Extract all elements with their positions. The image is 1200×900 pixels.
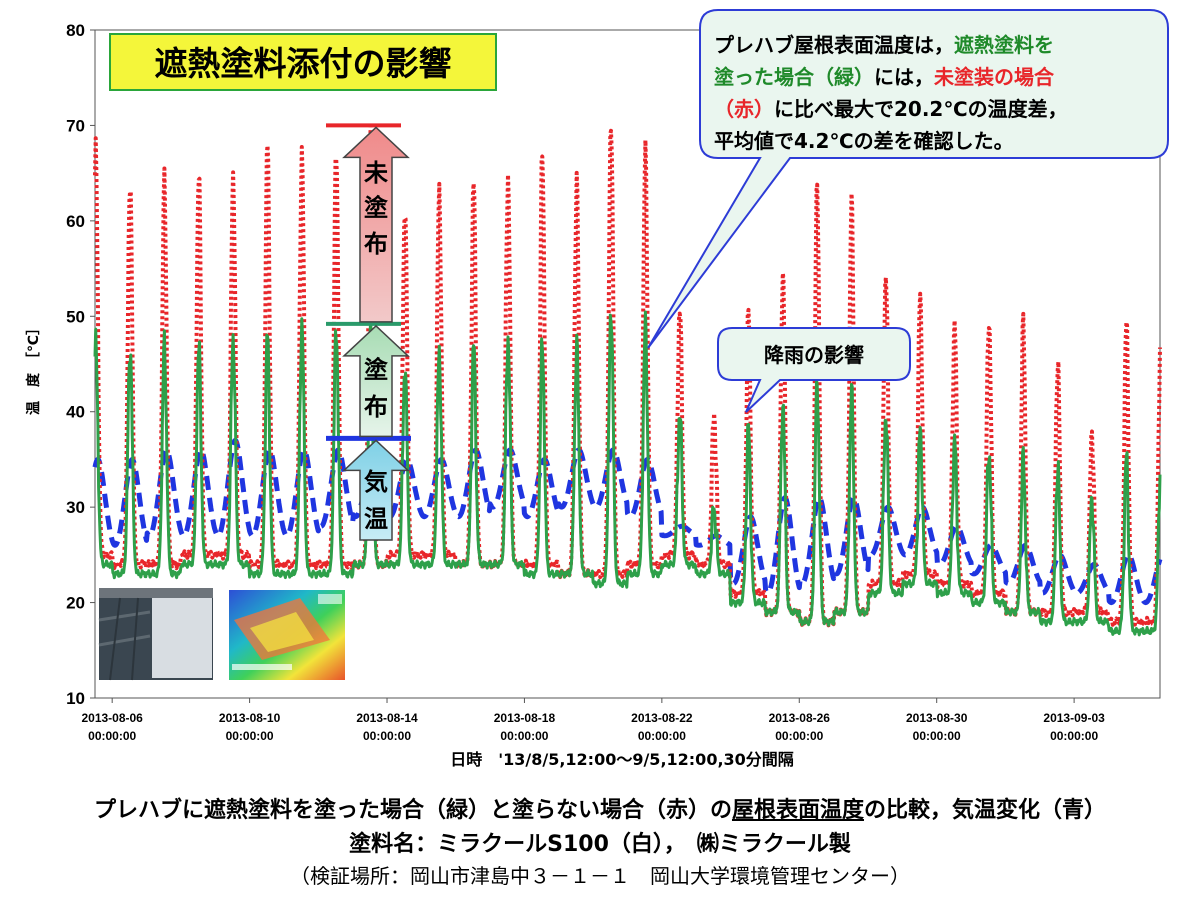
series-line-air xyxy=(92,437,1163,606)
y-tick-label: 50 xyxy=(66,307,85,326)
x-tick-time: 00:00:00 xyxy=(1050,729,1098,743)
y-tick-label: 80 xyxy=(66,21,85,40)
callout-text-3a: （赤） xyxy=(714,97,774,121)
caption-line-3: （検証場所：岡山市津島中３－１－１ 岡山大学環境管理センター） xyxy=(290,864,910,888)
series-line-treated xyxy=(93,310,1162,637)
y-axis-label: 温 度 ［℃］ xyxy=(25,321,42,415)
y-tick-label: 10 xyxy=(66,689,85,708)
caption-line-1b: 屋根表面温度 xyxy=(731,798,864,823)
x-tick-time: 00:00:00 xyxy=(500,729,548,743)
air-arrow xyxy=(342,439,410,541)
untreated-arrow xyxy=(342,126,410,323)
y-tick-label: 40 xyxy=(66,403,85,422)
arrow-label-air-1: 気 xyxy=(364,468,388,496)
x-tick-time: 00:00:00 xyxy=(638,729,686,743)
arrow-label-treated-2: 布 xyxy=(364,393,388,421)
x-tick-time: 00:00:00 xyxy=(226,729,274,743)
callout-text-2b: には， xyxy=(874,65,934,89)
y-tick-label: 20 xyxy=(66,594,85,613)
x-tick-time: 00:00:00 xyxy=(913,729,961,743)
x-tick-date: 2013-08-30 xyxy=(906,711,968,725)
caption-line-1c: の比較，気温変化（青） xyxy=(864,798,1107,823)
level-indicators: 未 塗 布 塗 布 気 温 xyxy=(326,123,411,541)
x-tick-date: 2013-09-03 xyxy=(1043,711,1105,725)
caption-line-2: 塗料名：ミラクールS100（白）， ㈱ミラクール製 xyxy=(349,832,851,857)
x-tick-date: 2013-08-22 xyxy=(631,711,693,725)
arrow-label-untreated-3: 布 xyxy=(364,230,388,258)
arrow-label-air-2: 温 xyxy=(364,505,388,533)
caption-line-1: プレハブに遮熱塗料を塗った場合（緑）と塗らない場合（赤）の屋根表面温度の比較，気… xyxy=(0,792,1200,824)
roof-photo xyxy=(98,588,213,681)
arrow-label-untreated-1: 未 xyxy=(364,159,388,187)
y-tick-label: 70 xyxy=(66,116,85,135)
x-tick-time: 00:00:00 xyxy=(88,729,136,743)
caption-line-1a: プレハブに遮熱塗料を塗った場合（緑）と塗らない場合（赤）の xyxy=(93,798,732,823)
y-tick-label: 30 xyxy=(66,498,85,517)
thermal-image xyxy=(229,590,345,680)
x-tick-date: 2013-08-06 xyxy=(81,711,143,725)
x-tick-date: 2013-08-10 xyxy=(219,711,281,725)
x-tick-date: 2013-08-14 xyxy=(356,711,418,725)
callout-text-2a: 塗った場合（緑） xyxy=(714,65,874,89)
x-tick-time: 00:00:00 xyxy=(363,729,411,743)
x-tick-date: 2013-08-18 xyxy=(494,711,556,725)
callout-text-3b: に比べ最大で20.2℃の温度差， xyxy=(774,97,1068,121)
summary-callout: プレハブ屋根表面温度は，遮熱塗料を 塗った場合（緑）には，未塗装の場合 （赤）に… xyxy=(647,9,1169,349)
callout-text-1a: プレハブ屋根表面温度は， xyxy=(714,33,954,57)
svg-text:塗った場合（緑）には，未塗装の場合: 塗った場合（緑）には，未塗装の場合 xyxy=(714,65,1055,89)
svg-text:プレハブ屋根表面温度は，遮熱塗料を: プレハブ屋根表面温度は，遮熱塗料を xyxy=(714,33,1054,57)
arrow-label-untreated-2: 塗 xyxy=(364,194,388,222)
callout-text-1b: 遮熱塗料を xyxy=(954,33,1054,57)
chart-title-box: 遮熱塗料添付の影響 xyxy=(109,33,497,91)
chart-title: 遮熱塗料添付の影響 xyxy=(155,44,452,83)
treated-arrow xyxy=(342,324,410,438)
callout-text-4: 平均値で4.2℃の差を確認した。 xyxy=(714,129,1014,153)
y-tick-label: 60 xyxy=(66,212,85,231)
arrow-label-treated-1: 塗 xyxy=(364,356,388,384)
y-axis: 10 20 30 40 50 60 70 80 xyxy=(66,21,95,708)
svg-text:（赤）に比べ最大で20.2℃の温度差，: （赤）に比べ最大で20.2℃の温度差， xyxy=(714,97,1068,121)
rain-callout-text: 降雨の影響 xyxy=(764,343,864,367)
callout-text-2c: 未塗装の場合 xyxy=(934,65,1055,89)
x-axis-label: 日時 '13/8/5,12:00～9/5,12:00,30分間隔 xyxy=(450,750,794,769)
x-tick-time: 00:00:00 xyxy=(775,729,823,743)
x-axis: 2013-08-06 00:00:00 2013-08-10 00:00:00 2013… xyxy=(81,698,1105,743)
x-tick-date: 2013-08-26 xyxy=(769,711,831,725)
rain-callout: 降雨の影響 xyxy=(717,327,911,413)
